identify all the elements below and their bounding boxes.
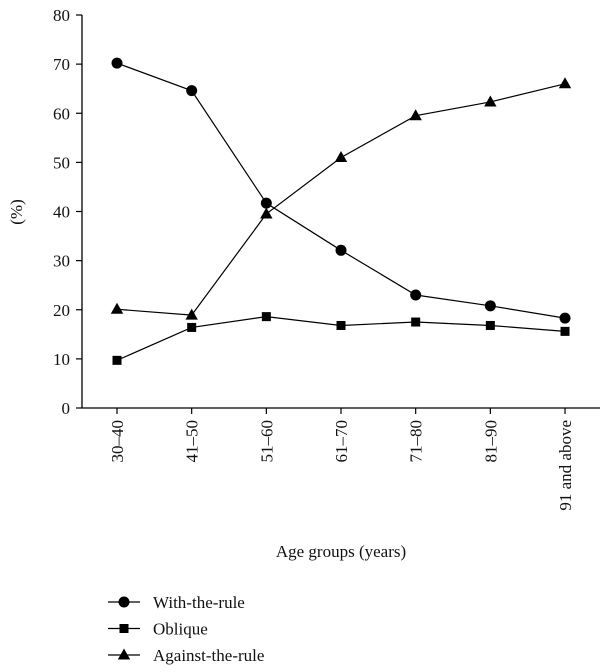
data-point-oblique — [560, 326, 570, 336]
data-point-with-the-rule — [335, 244, 347, 256]
y-tick-label: 70 — [53, 55, 70, 74]
data-point-against-the-rule — [334, 150, 348, 162]
data-point-with-the-rule — [260, 197, 272, 209]
series-against-the-rule — [110, 77, 572, 320]
data-point-with-the-rule — [559, 312, 571, 324]
legend-label: With-the-rule — [153, 593, 245, 612]
data-point-with-the-rule — [111, 57, 123, 69]
data-point-with-the-rule — [484, 300, 496, 312]
legend-label: Against-the-rule — [153, 646, 264, 665]
y-tick-label: 10 — [53, 350, 70, 369]
data-point-oblique — [261, 312, 271, 322]
series-with-the-rule — [111, 57, 571, 324]
legend-item-with-the-rule: With-the-rule — [108, 593, 245, 612]
y-tick-label: 80 — [53, 6, 70, 25]
y-axis-label: (%) — [7, 199, 26, 224]
data-point-oblique — [187, 322, 197, 332]
x-tick-label: 71–80 — [407, 420, 426, 463]
axes: 0 10 20 30 40 50 60 70 80 30–40 41–50 51–60 61–70 71–… — [53, 6, 600, 511]
x-tick-label: 81–90 — [481, 420, 500, 463]
series-layer — [110, 57, 572, 365]
x-tick-label: 41–50 — [183, 420, 202, 463]
series-oblique — [112, 312, 570, 365]
y-tick-label: 20 — [53, 301, 70, 320]
x-axis-label: Age groups (years) — [276, 542, 406, 561]
data-point-oblique — [336, 320, 346, 330]
series-line-with-the-rule — [116, 62, 566, 319]
data-point-against-the-rule — [409, 109, 422, 121]
y-tick-label: 60 — [53, 104, 70, 123]
legend-item-oblique: Oblique — [108, 620, 208, 639]
y-tick-label: 30 — [53, 252, 70, 271]
data-point-with-the-rule — [186, 85, 198, 97]
x-tick-label: 91 and above — [556, 420, 575, 511]
legend-marker-square — [119, 624, 129, 633]
y-tick-label: 0 — [62, 399, 71, 418]
x-tick-label: 30–40 — [108, 420, 127, 463]
legend-marker-triangle — [117, 648, 131, 660]
data-point-against-the-rule — [185, 308, 198, 320]
data-point-oblique — [485, 320, 495, 330]
y-tick-label: 50 — [53, 153, 70, 172]
x-tick-label: 61–70 — [332, 420, 351, 463]
data-point-against-the-rule — [260, 207, 273, 219]
legend-marker-circle — [118, 596, 130, 608]
data-point-against-the-rule — [558, 77, 572, 89]
data-point-oblique — [112, 355, 122, 365]
y-tick-label: 40 — [53, 203, 70, 222]
data-point-against-the-rule — [484, 95, 497, 107]
data-point-with-the-rule — [410, 289, 422, 301]
data-point-oblique — [411, 317, 421, 327]
series-line-against-the-rule — [116, 83, 566, 316]
data-point-against-the-rule — [110, 302, 124, 314]
legend-label: Oblique — [153, 620, 208, 639]
x-tick-label: 51–60 — [257, 420, 276, 463]
legend: With-the-rule Oblique Against-the-rule — [108, 593, 264, 665]
legend-item-against-the-rule: Against-the-rule — [108, 646, 264, 665]
